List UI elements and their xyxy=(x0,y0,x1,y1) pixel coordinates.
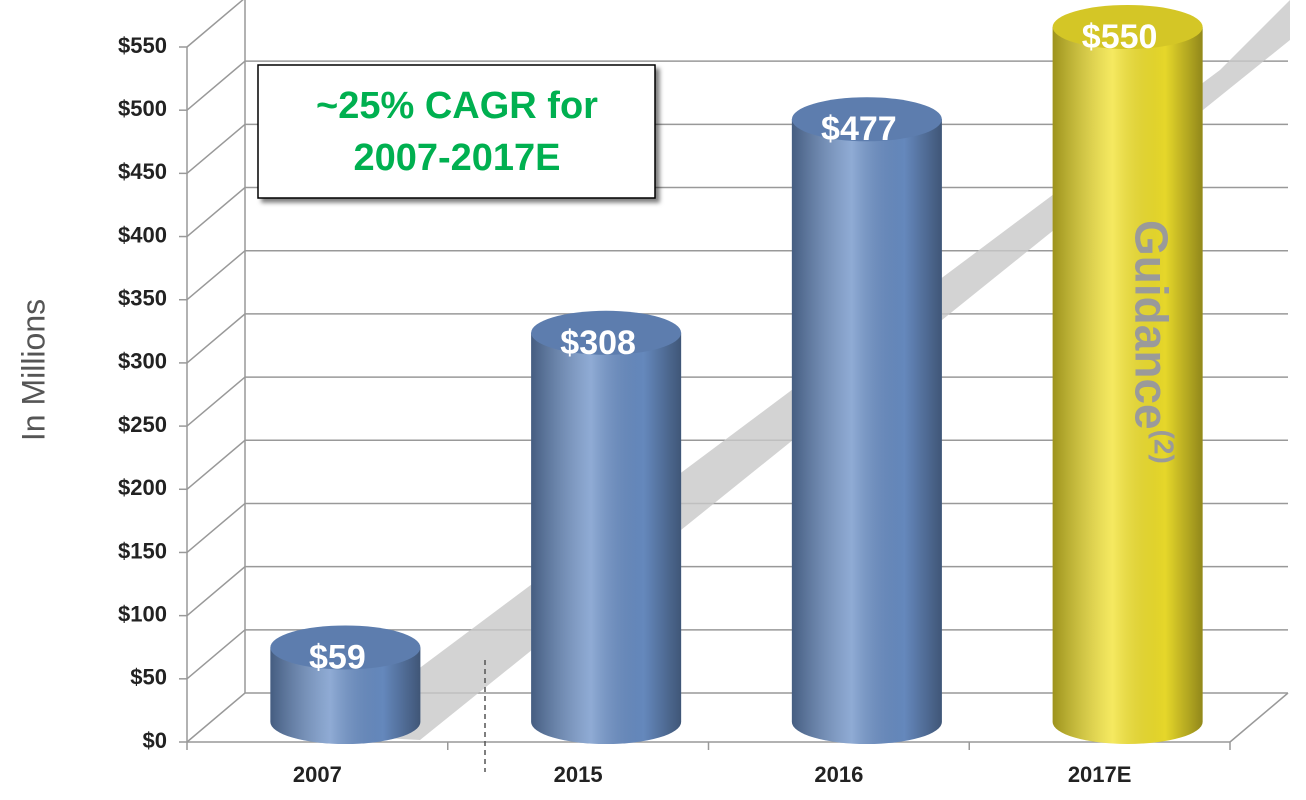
y-tick-label: $350 xyxy=(118,286,167,311)
value-label: $550 xyxy=(1082,18,1158,56)
grid-line xyxy=(186,0,244,48)
annotation-line: ~25% CAGR for xyxy=(316,85,598,127)
bar-top xyxy=(1052,5,1203,49)
bar-top-shading xyxy=(1052,5,1203,49)
floor-right-edge xyxy=(1229,692,1289,743)
y-tick-label: $0 xyxy=(143,728,167,753)
bar-top-shading xyxy=(270,625,421,670)
guidance-label: Guidance(2) xyxy=(1125,220,1179,464)
bar-top-shading xyxy=(531,310,682,355)
y-tick-label: $400 xyxy=(118,222,167,247)
y-tick-label: $300 xyxy=(118,349,167,374)
bars xyxy=(270,5,1203,745)
value-label: $59 xyxy=(309,638,366,676)
y-tick-label: $150 xyxy=(118,538,167,563)
bar-top-shading xyxy=(791,97,942,142)
guidance-note: (2) xyxy=(1148,430,1179,464)
y-tick-label: $200 xyxy=(118,475,167,500)
y-tick-label: $100 xyxy=(118,601,167,626)
trend-arrow xyxy=(330,0,1290,740)
bar-shading xyxy=(531,332,682,745)
guidance-text: Guidance xyxy=(1125,220,1177,430)
bar-shading xyxy=(1052,27,1203,744)
annotation-box xyxy=(257,64,656,199)
bar-top xyxy=(791,97,942,142)
bar-top xyxy=(531,310,682,355)
y-tick-label: $450 xyxy=(118,159,167,184)
bar-top xyxy=(270,625,421,670)
x-tick-label: 2015 xyxy=(554,762,603,787)
bar-shading xyxy=(270,647,421,745)
x-tick-label: 2017E xyxy=(1068,762,1132,787)
y-tick-label: $550 xyxy=(118,33,167,58)
y-axis-label: In Millions xyxy=(15,299,51,441)
value-label: $477 xyxy=(821,110,897,148)
value-label: $308 xyxy=(560,324,636,362)
x-tick-label: 2007 xyxy=(293,762,342,787)
annotation-line: 2007-2017E xyxy=(353,137,560,179)
grid-line xyxy=(186,60,1288,111)
y-tick-label: $50 xyxy=(130,665,167,690)
y-tick-label: $250 xyxy=(118,412,167,437)
bar-shading xyxy=(791,119,942,745)
y-tick-label: $500 xyxy=(118,96,167,121)
x-tick-label: 2016 xyxy=(814,762,863,787)
annotation: ~25% CAGR for 2007-2017E xyxy=(257,64,656,199)
